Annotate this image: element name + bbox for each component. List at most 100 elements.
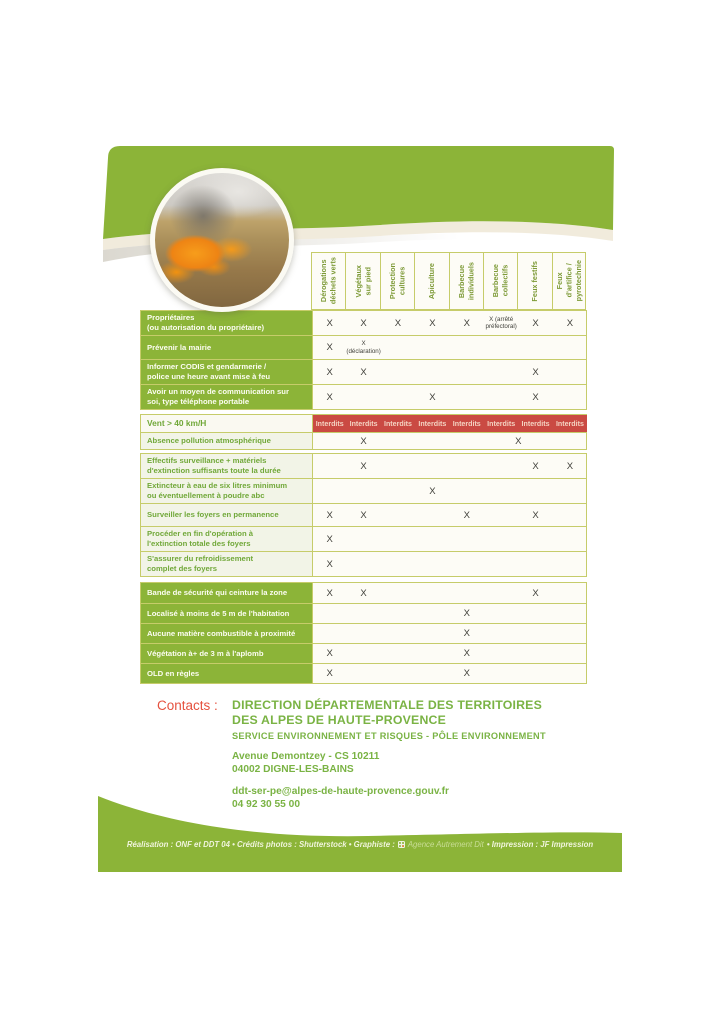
table-cell xyxy=(415,359,450,384)
table-cell xyxy=(346,551,381,576)
table-cell xyxy=(518,335,553,359)
row-label: Propriétaires (ou autorisation du propri… xyxy=(141,311,312,335)
table-cell xyxy=(483,478,519,503)
table-cell xyxy=(380,503,416,526)
table-cell xyxy=(415,583,449,603)
table-section: Propriétaires (ou autorisation du propri… xyxy=(140,310,588,410)
row-label: OLD en règles xyxy=(141,663,312,683)
address-block: Avenue Demontzey - CS 10211 04002 DIGNE-… xyxy=(232,750,587,777)
org-name-line1: DIRECTION DÉPARTEMENTALE DES TERRITOIRES xyxy=(232,698,542,712)
table-cell: X xyxy=(449,503,484,526)
column-header: Barbecue collectifs xyxy=(482,252,518,310)
table-cell xyxy=(483,551,519,576)
column-header-label: Barbecue collectifs xyxy=(491,264,510,298)
table-cell xyxy=(415,335,450,359)
service-name: SERVICE ENVIRONNEMENT ET RISQUES - PÔLE … xyxy=(232,730,546,741)
table-cell xyxy=(484,583,518,603)
agency-logo-icon xyxy=(397,841,405,848)
table-cell xyxy=(346,603,381,623)
table-cell xyxy=(518,643,553,663)
table-cell: Interdits xyxy=(312,415,347,432)
row-label: Informer CODIS et gendarmerie / police u… xyxy=(141,359,312,384)
table-cell xyxy=(312,454,346,478)
table-cell xyxy=(483,663,519,683)
table-header-row: Dérogations déchets verts Végétaux sur pi… xyxy=(140,252,587,310)
table-cell xyxy=(518,663,553,683)
table-cell: Interdits xyxy=(380,415,416,432)
table-cell xyxy=(346,478,381,503)
table-cell: X xyxy=(518,503,553,526)
table-cell: X xyxy=(449,432,588,449)
row-label: Aucune matière combustible à proximité xyxy=(141,623,312,643)
row-label: Avoir un moyen de communication sur soi,… xyxy=(141,384,312,409)
table-cell xyxy=(312,478,347,503)
table-cell xyxy=(518,603,553,623)
table-cell xyxy=(552,623,588,643)
table-cell xyxy=(483,384,519,409)
table-cell xyxy=(415,526,450,551)
column-header: Feux festifs xyxy=(517,252,552,310)
table-cell: X xyxy=(312,526,347,551)
column-header-label: Végétaux sur pied xyxy=(353,264,373,298)
table-cell xyxy=(553,583,587,603)
table-cell xyxy=(552,643,588,663)
table-cell: X xyxy=(360,317,367,329)
table-cell: X xyxy=(532,460,539,472)
table-cell: X xyxy=(429,317,436,329)
column-header: Barbecue individuels xyxy=(448,252,483,310)
footer-green-shape xyxy=(98,796,622,872)
table-cell: X xyxy=(518,384,553,409)
table-cell: X xyxy=(312,583,346,603)
table-cell xyxy=(415,663,450,683)
table-cell xyxy=(312,432,347,449)
table-cell xyxy=(415,432,450,449)
table-cell xyxy=(449,359,484,384)
table-cell xyxy=(415,603,450,623)
table-cell: Interdits xyxy=(552,415,588,432)
table-cell xyxy=(483,526,519,551)
table-cell xyxy=(483,643,519,663)
row-label: Végétation à+ de 3 m à l'aplomb xyxy=(141,643,312,663)
credits-right: • Impression : JF Impression xyxy=(486,840,594,849)
table-cell xyxy=(483,603,519,623)
table-cell: X xyxy=(312,335,347,359)
table-cell xyxy=(346,384,381,409)
table-cell xyxy=(381,583,415,603)
table-cell: X (déclaration) xyxy=(346,335,381,359)
table-cell: X xyxy=(532,587,539,599)
credits-text: Réalisation : ONF et DDT 04 • Crédits ph… xyxy=(98,840,622,849)
table-cell: X xyxy=(346,359,381,384)
table-cell xyxy=(552,526,588,551)
table-cell: Interdits xyxy=(449,415,484,432)
column-header-label: Barbecue individuels xyxy=(456,261,476,301)
column-header-label: Apiculture xyxy=(427,262,437,300)
table-cell: X xyxy=(312,503,347,526)
fire-photo xyxy=(150,168,294,312)
table-cell: X xyxy=(463,317,470,329)
table-cell: X xyxy=(312,311,346,335)
table-cell: X xyxy=(360,587,367,599)
table-cell xyxy=(450,454,484,478)
table-cell: X xyxy=(449,663,484,683)
table-cell xyxy=(312,603,347,623)
table-cell xyxy=(552,478,588,503)
table-cell xyxy=(552,384,588,409)
table-cell: X xyxy=(532,317,539,329)
table-cell xyxy=(552,335,588,359)
table-cell: X xyxy=(566,317,574,329)
contacts-label: Contacts : xyxy=(157,698,218,713)
row-label: Vent > 40 km/H xyxy=(141,415,312,432)
table-cell xyxy=(483,335,519,359)
table-cell: X xyxy=(346,432,381,449)
table-cell xyxy=(346,643,381,663)
table-cell xyxy=(346,526,381,551)
table-cell: Interdits xyxy=(518,415,553,432)
row-label: Surveiller les foyers en permanence xyxy=(141,503,312,526)
table-cell xyxy=(518,623,553,643)
header-cream-wave xyxy=(103,221,613,250)
table-cell xyxy=(380,384,416,409)
table-cell xyxy=(380,335,416,359)
table-cell xyxy=(518,551,553,576)
row-label: Localisé à moins de 5 m de l'habitation xyxy=(141,603,312,623)
column-header: Végétaux sur pied xyxy=(345,252,380,310)
